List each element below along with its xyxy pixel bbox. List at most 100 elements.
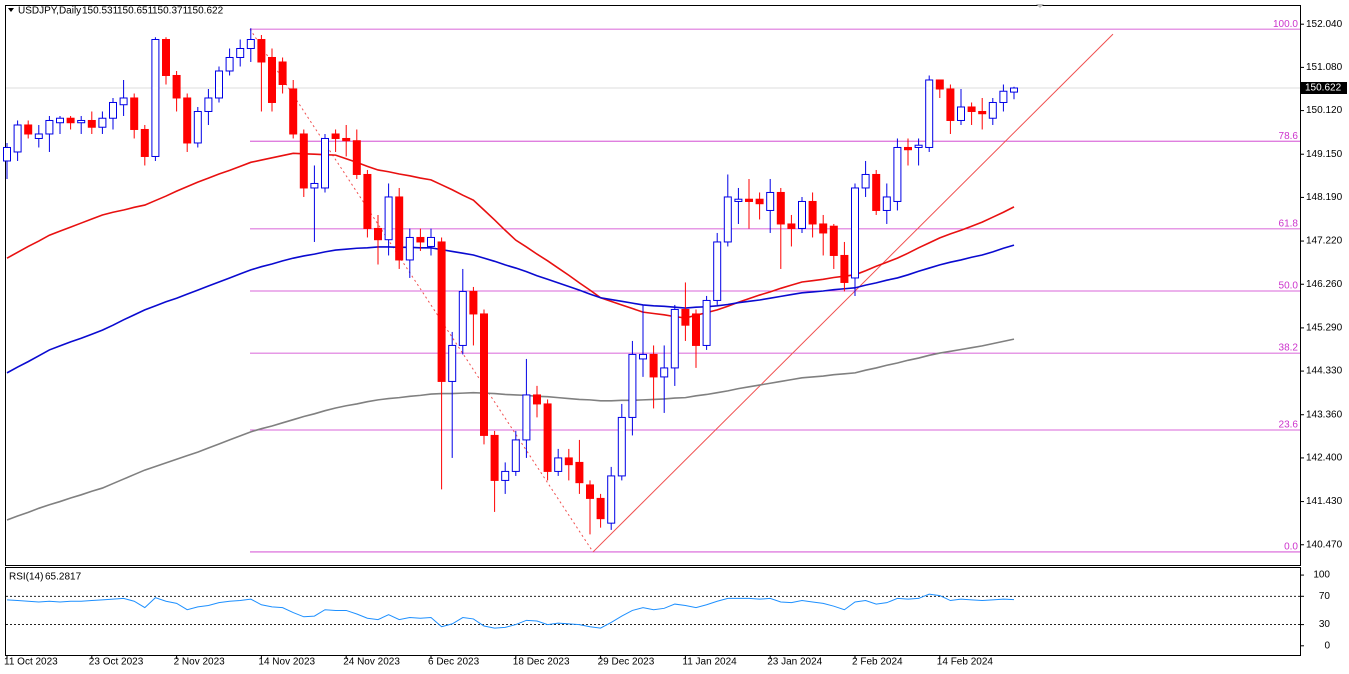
candle-body bbox=[660, 367, 669, 378]
candle-body bbox=[692, 313, 700, 346]
candle-body bbox=[713, 241, 722, 301]
candle-body bbox=[66, 117, 75, 124]
y-tick-label: 141.430 bbox=[1306, 496, 1343, 507]
candle-body bbox=[575, 461, 584, 484]
candle-body bbox=[24, 124, 33, 135]
candle-body bbox=[342, 137, 351, 142]
rsi-value: 65.2817 bbox=[45, 572, 82, 583]
candle-body bbox=[34, 133, 43, 139]
candle-body bbox=[363, 173, 372, 229]
candle-body bbox=[554, 457, 563, 472]
candle-body bbox=[352, 140, 361, 175]
candle-body bbox=[416, 236, 425, 243]
candle-body bbox=[999, 90, 1008, 103]
candle-body bbox=[246, 38, 255, 49]
x-tick-label: 24 Nov 2023 bbox=[343, 657, 400, 668]
candle-body bbox=[289, 88, 298, 135]
candle-body bbox=[522, 394, 531, 441]
candle-body bbox=[872, 173, 881, 211]
candle-body bbox=[787, 223, 796, 229]
candle-body bbox=[607, 475, 616, 524]
y-tick-label: 150.120 bbox=[1306, 105, 1343, 116]
candle-body bbox=[840, 254, 849, 283]
candle-body bbox=[480, 313, 488, 436]
candle-body bbox=[87, 119, 96, 128]
candle-body bbox=[321, 137, 329, 189]
candle-body bbox=[533, 394, 541, 405]
candle-body bbox=[543, 403, 552, 472]
candle-body bbox=[861, 173, 870, 189]
candle-body bbox=[681, 308, 690, 326]
price-tag-label: 150.622 bbox=[1305, 83, 1342, 94]
header-low: 150.371 bbox=[152, 6, 189, 17]
menu-triangle[interactable] bbox=[8, 8, 14, 12]
candle-body bbox=[893, 146, 902, 202]
y-tick-label: 152.040 bbox=[1306, 19, 1343, 30]
main-pane bbox=[5, 5, 1301, 566]
candle-body bbox=[734, 198, 743, 202]
candle-body bbox=[670, 308, 679, 369]
y-tick-label: 144.330 bbox=[1306, 366, 1343, 377]
x-tick-label: 23 Oct 2023 bbox=[89, 657, 144, 668]
candle-body bbox=[925, 79, 934, 148]
fib-label: 23.6 bbox=[1279, 420, 1299, 431]
candle-body bbox=[162, 38, 170, 76]
y-tick-label: 143.360 bbox=[1306, 409, 1343, 420]
rsi-tick-label: 0 bbox=[1324, 640, 1330, 651]
x-tick-label: 6 Dec 2023 bbox=[428, 657, 480, 668]
candle-body bbox=[448, 344, 457, 382]
rsi-tick-label: 30 bbox=[1319, 619, 1331, 630]
fib-label: 78.6 bbox=[1279, 131, 1299, 142]
header-high: 150.651 bbox=[117, 6, 154, 17]
candle-body bbox=[702, 299, 711, 346]
candle-body bbox=[967, 106, 976, 112]
fib-label: 50.0 bbox=[1279, 281, 1299, 292]
moving-average bbox=[6, 338, 1015, 521]
price-tag bbox=[1301, 81, 1347, 94]
candle-body bbox=[755, 198, 764, 205]
candle-body bbox=[935, 79, 944, 90]
candle-body bbox=[649, 353, 658, 378]
candle-body bbox=[384, 196, 393, 241]
candle-body bbox=[1010, 87, 1018, 93]
candle-body bbox=[3, 146, 11, 162]
candle-body bbox=[140, 128, 149, 157]
candle-body bbox=[957, 106, 965, 121]
fib-label: 61.8 bbox=[1279, 219, 1299, 230]
candle-body bbox=[808, 200, 817, 225]
candle-body bbox=[45, 119, 54, 135]
trendline bbox=[592, 33, 1114, 553]
candle-body bbox=[130, 97, 139, 130]
x-tick-label: 18 Dec 2023 bbox=[513, 657, 570, 668]
y-tick-label: 142.400 bbox=[1306, 453, 1343, 464]
candle-body bbox=[56, 117, 64, 124]
candle-body bbox=[109, 101, 117, 119]
candle-body bbox=[946, 88, 955, 121]
y-tick-label: 147.220 bbox=[1306, 236, 1343, 247]
candle-body bbox=[405, 236, 414, 261]
y-tick-label: 149.150 bbox=[1306, 149, 1343, 160]
candle-body bbox=[257, 38, 266, 63]
candle-body bbox=[511, 439, 520, 472]
candle-body bbox=[215, 70, 223, 99]
candle-body bbox=[490, 434, 499, 481]
x-tick-label: 2 Feb 2024 bbox=[852, 657, 903, 668]
rsi-tick-label: 70 bbox=[1319, 591, 1331, 602]
moving-average bbox=[6, 244, 1015, 374]
candle-body bbox=[851, 187, 859, 279]
candle-body bbox=[617, 416, 626, 477]
fib-diagonal bbox=[249, 28, 594, 553]
candle-body bbox=[395, 196, 404, 261]
x-tick-label: 11 Oct 2023 bbox=[4, 657, 58, 668]
candle-body bbox=[172, 74, 181, 99]
x-tick-label: 2 Nov 2023 bbox=[174, 657, 226, 668]
header-open: 150.531 bbox=[82, 6, 119, 17]
candle-body bbox=[98, 117, 107, 128]
rsi-pane bbox=[5, 567, 1301, 656]
fib-label: 0.0 bbox=[1284, 542, 1298, 553]
candle-body bbox=[278, 61, 287, 85]
candle-body bbox=[501, 470, 510, 481]
candle-body bbox=[586, 484, 594, 499]
candle-body bbox=[776, 191, 785, 225]
